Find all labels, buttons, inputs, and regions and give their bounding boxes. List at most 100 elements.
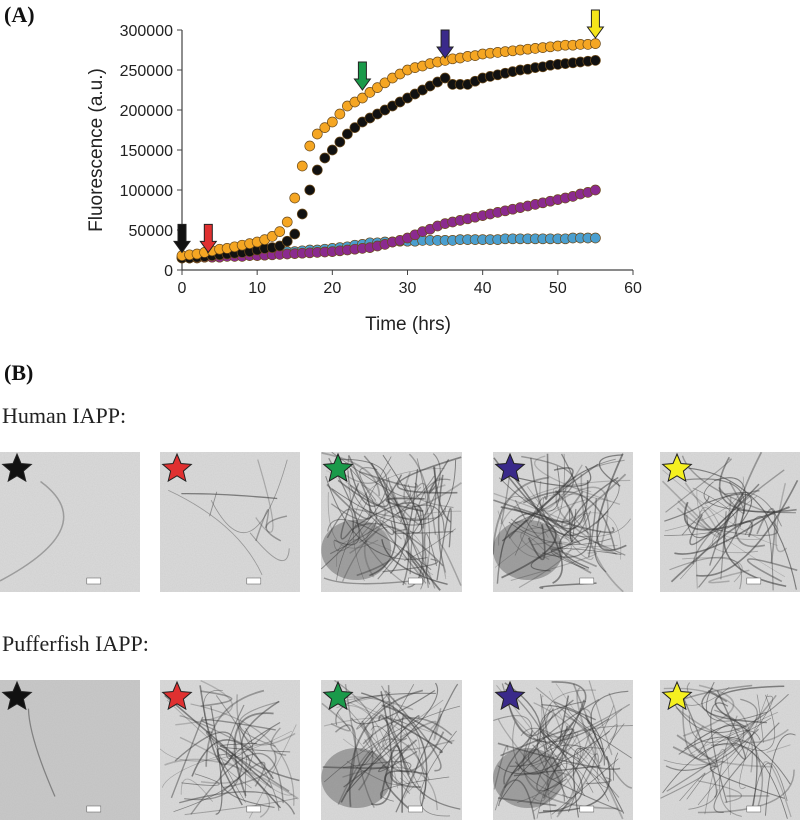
fibril [532,702,582,812]
data-point [326,116,338,128]
fibril [681,455,775,516]
fibril [663,759,725,766]
fibril [564,513,587,536]
data-point [266,231,278,242]
fibril [496,685,575,799]
fibril [407,506,424,588]
fibril [500,506,557,579]
fibril [543,689,597,800]
fibril [168,489,263,576]
fibril-mass [493,520,563,580]
data-point [349,122,361,133]
fibril [608,692,618,741]
fibril [0,480,65,582]
fibril [531,518,631,538]
fibril [723,492,787,588]
fibril [713,477,747,528]
fibril [540,700,586,760]
scale-bar [746,805,762,813]
x-tick-label: 0 [178,280,187,297]
star [1,680,33,711]
fibril [203,689,246,803]
fibril [705,681,767,722]
fibril [561,473,627,528]
scale-bar [579,577,595,585]
fibril [399,720,437,739]
data-point [326,144,338,156]
fibril [686,506,742,539]
fibril [346,715,420,793]
fibril [532,744,566,802]
x-tick-label: 60 [624,280,642,297]
fibril [555,486,609,545]
fibril [572,747,625,818]
star [494,452,526,483]
fibril [216,748,282,809]
fibril [349,522,444,567]
fibril [514,505,562,523]
fibril [587,498,598,558]
fibril [567,753,599,813]
fibril [493,457,589,530]
fibril [238,701,280,748]
fibril [356,691,391,730]
fibril [333,515,379,552]
fibril [710,702,729,803]
fibril [222,751,277,789]
fibril [219,722,281,809]
fibril [369,462,397,577]
fibril [190,752,284,815]
micrograph [660,680,800,820]
fibril [370,691,393,806]
fibril [533,737,610,802]
fibril [439,543,462,586]
fibril [330,492,371,521]
data-point [319,122,331,133]
fibril [677,482,721,538]
fibril [510,453,565,534]
fibril [321,702,351,732]
fibril [321,458,388,570]
fibril [161,741,274,788]
data-point [334,136,346,148]
fibril [503,699,574,785]
fibril [241,700,300,782]
scale-bar [408,805,423,813]
fibril [354,696,439,735]
fibril [760,761,792,818]
fibril [710,694,775,751]
fibril [381,539,448,585]
star [661,680,693,711]
data-point [274,226,286,237]
fibril [391,486,407,530]
fibril [174,731,238,762]
fibril [512,721,573,799]
data-point [296,160,308,172]
panel-label: (B) [4,360,33,385]
fibril [379,699,444,751]
data-point [289,192,301,204]
fibril [688,789,719,810]
fibril [341,526,436,589]
fibril [542,453,591,558]
fibril [596,453,627,552]
fibril [665,728,759,771]
fibril [744,515,774,591]
fibril [546,498,618,555]
fibril [166,699,293,796]
fibril [558,526,590,569]
fibril [340,750,374,803]
fibril [362,717,453,745]
fibril [499,744,590,802]
fibril [504,465,563,584]
y-tick-label: 150000 [120,143,173,160]
data-point [334,108,346,120]
fibril [714,685,785,728]
fibril [684,724,758,806]
fibril [516,705,615,804]
fibril [662,469,778,546]
fibril [698,730,761,759]
fibril [387,685,408,741]
fibril [526,486,594,560]
fibril [682,694,777,761]
